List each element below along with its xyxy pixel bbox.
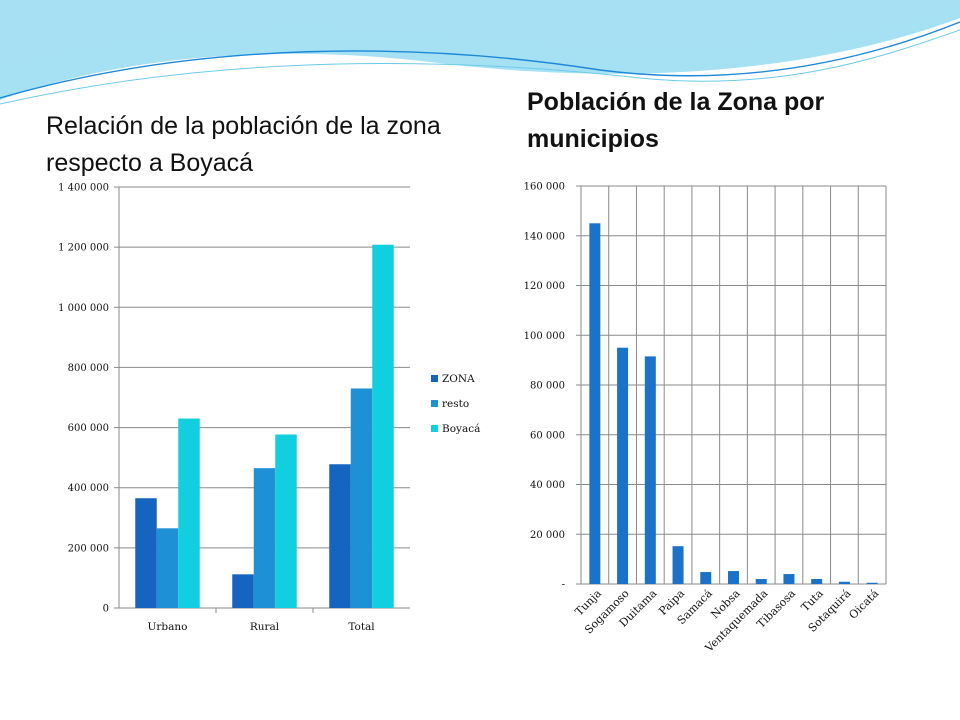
wave-line-2 — [0, 29, 960, 105]
y-tick-label: 80 000 — [530, 381, 565, 392]
y-tick-label: 140 000 — [524, 231, 565, 242]
x-tick-label: Urbano — [148, 621, 188, 633]
y-tick-label: 40 000 — [530, 480, 565, 491]
bar-municipio — [672, 546, 684, 584]
y-tick-label: 120 000 — [524, 281, 565, 292]
bar-boyacá — [178, 418, 200, 608]
x-tick-label: Rural — [250, 621, 280, 633]
bar-zona — [135, 498, 157, 608]
bar-boyacá — [275, 434, 297, 608]
bar-municipio — [644, 356, 656, 584]
x-tick-label: Oicatá — [846, 587, 881, 622]
bar-municipio — [866, 582, 878, 584]
bar-resto — [156, 528, 179, 608]
bar-zona — [232, 574, 254, 608]
y-tick-label: 400 000 — [68, 483, 109, 494]
y-tick-label: 600 000 — [68, 423, 109, 434]
bar-municipio — [617, 347, 629, 584]
legend-swatch — [431, 425, 438, 432]
y-tick-label: 160 000 — [524, 182, 565, 193]
legend-label: ZONA — [442, 373, 475, 385]
y-tick-label: 200 000 — [68, 543, 109, 554]
legend-label: resto — [442, 398, 469, 410]
bar-municipio — [589, 223, 601, 584]
bar-resto — [350, 388, 373, 608]
legend-label: Boyacá — [442, 423, 480, 435]
bar-resto — [253, 468, 276, 608]
bar-boyacá — [372, 244, 394, 609]
y-tick-label: 800 000 — [68, 363, 109, 374]
bar-municipio — [811, 579, 823, 584]
bar-municipio — [755, 579, 767, 584]
bar-municipio — [728, 571, 739, 584]
y-tick-label: - — [562, 580, 565, 591]
bar-municipio — [700, 572, 712, 584]
bar-municipio — [838, 581, 850, 584]
y-tick-label: 1 400 000 — [58, 183, 109, 194]
x-tick-label: Total — [348, 621, 375, 633]
y-tick-label: 20 000 — [530, 530, 565, 541]
y-tick-label: 100 000 — [524, 331, 565, 342]
legend-swatch — [431, 400, 438, 407]
wave-line-1 — [0, 21, 960, 99]
left-chart-title: Relación de la población de la zona resp… — [46, 112, 441, 177]
y-tick-label: 0 — [103, 604, 109, 615]
header-wave-decoration — [0, 0, 960, 105]
y-tick-label: 1 200 000 — [58, 243, 109, 254]
y-tick-label: 1 000 000 — [58, 303, 109, 314]
y-tick-label: 60 000 — [530, 430, 565, 441]
right-chart-title: Población de la Zona por municipios — [527, 88, 825, 153]
legend-swatch — [431, 375, 438, 382]
bar-zona — [329, 464, 351, 608]
bar-municipio — [783, 574, 795, 584]
wave-shape-front — [0, 0, 960, 70]
